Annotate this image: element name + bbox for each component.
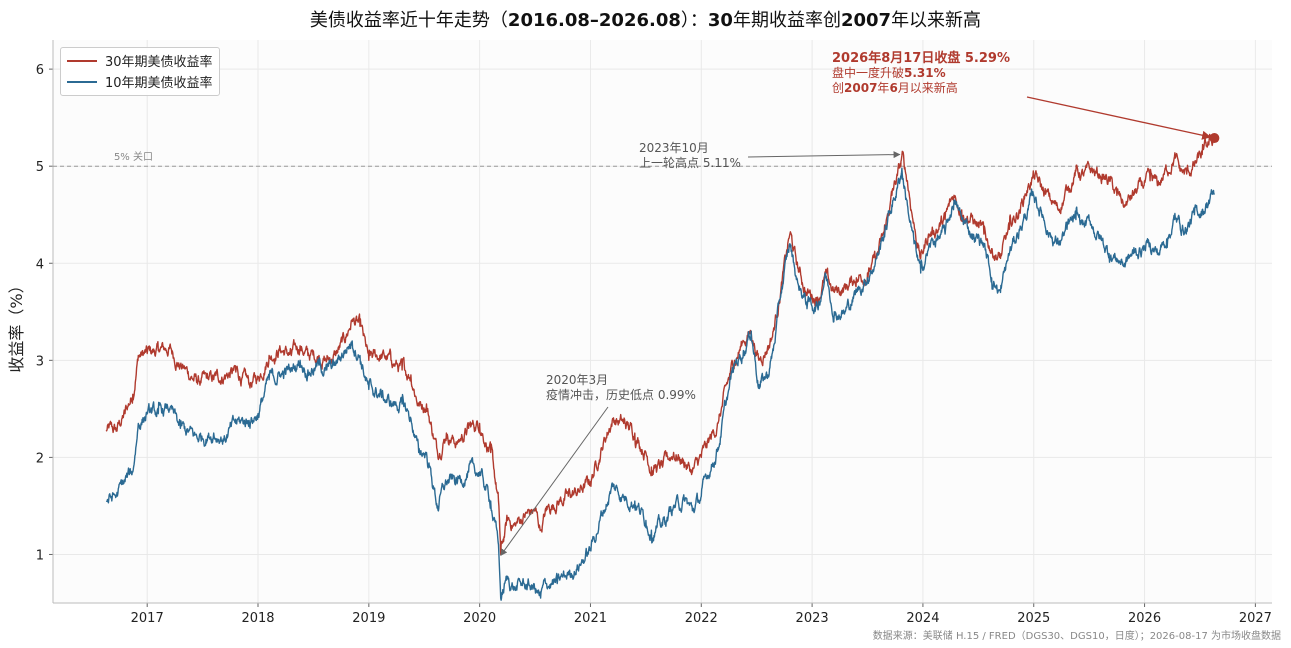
y-tick-label: 2: [36, 451, 44, 466]
legend-label-30y: 30年期美债收益率: [105, 55, 213, 70]
legend-swatch-30y: [67, 59, 97, 62]
x-tick-label: 2026: [1128, 611, 1161, 626]
source-note: 数据来源：美联储 H.15 / FRED（DGS30、DGS10，日度）；202…: [872, 631, 1281, 642]
legend-label-10y: 10年期美债收益率: [105, 76, 213, 91]
series-line-10y: [105, 167, 1215, 601]
series-line-30y: [105, 133, 1216, 556]
annotation-text-covid: 疫情冲击，历史低点 0.99%: [546, 387, 696, 402]
x-tick-label: 2022: [685, 611, 718, 626]
y-tick-label: 6: [36, 63, 44, 78]
axes-layer: 1 2 3 4 5 6 2017 2018 2019 2020 2021 2022 2023 2024 20…: [36, 40, 1272, 626]
y-axis-label: 收益率（%）: [7, 277, 26, 372]
y-tick-label: 3: [36, 354, 44, 369]
reference-line-label: 5% 关口: [114, 150, 153, 163]
annotation-text-latest: 创2007年6月以来新高: [832, 80, 958, 95]
grid-layer: [53, 40, 1272, 603]
plot-background: [53, 40, 1272, 603]
latest-point-marker: [1209, 133, 1220, 144]
legend-swatch-10y: [67, 80, 97, 83]
y-tick-label: 5: [36, 160, 44, 175]
annotation-text-latest: 2026年8月17日收盘 5.29%: [832, 50, 1010, 66]
annotation-arrow-peak2023: [747, 151, 901, 159]
annotation-text-peak2023: 上一轮高点 5.11%: [639, 155, 741, 170]
legend-item-30y: 30年期美债收益率: [67, 50, 213, 71]
legend: 30年期美债收益率 10年期美债收益率: [60, 47, 220, 96]
annotation-text-peak2023: 2023年10月: [639, 141, 709, 155]
y-tick-label: 4: [36, 257, 44, 272]
annotation-arrow-latest: [1026, 96, 1212, 140]
annotation-text-latest: 盘中一度升破5.31%: [832, 65, 946, 80]
series-layer: [105, 133, 1220, 601]
x-tick-label: 2017: [131, 611, 164, 626]
annotation-text-covid: 2020年3月: [546, 373, 608, 387]
chart-title: 美债收益率近十年走势（2016.08–2026.08）：30年期收益率创2007…: [309, 10, 982, 31]
x-tick-label: 2020: [463, 611, 496, 626]
legend-item-10y: 10年期美债收益率: [67, 71, 213, 92]
x-tick-label: 2018: [241, 611, 274, 626]
x-tick-label: 2025: [1017, 611, 1050, 626]
x-tick-label: 2019: [352, 611, 385, 626]
x-tick-label: 2024: [906, 611, 939, 626]
x-tick-label: 2027: [1239, 611, 1272, 626]
annotation-arrow-covid: [500, 406, 609, 557]
x-tick-label: 2021: [574, 611, 607, 626]
y-tick-label: 1: [36, 548, 44, 563]
x-tick-label: 2023: [796, 611, 829, 626]
reference-line-layer: 5% 关口: [53, 150, 1272, 167]
